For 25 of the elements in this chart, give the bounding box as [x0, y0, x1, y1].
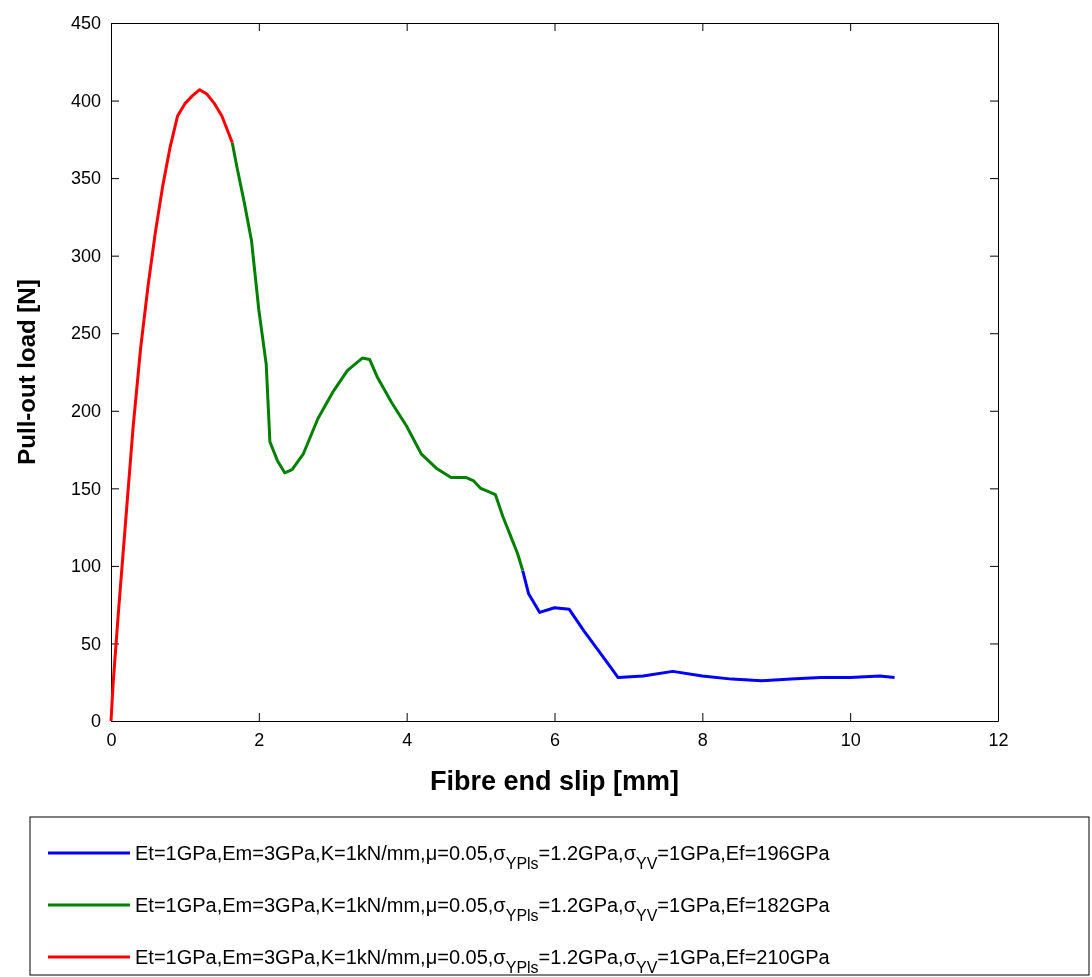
x-tick-label: 4 [402, 729, 413, 750]
legend-label: Et=1GPa,Em=3GPa,K=1kN/mm,μ=0.05,σ$_{YPls}$=1.2GPa,σ$_{YV}$=1GPa,Ef=196GPa [135, 842, 831, 872]
y-tick-label: 250 [70, 323, 101, 344]
x-axis-title: Fibre end slip [mm] [429, 766, 680, 796]
x-tick-label: 2 [254, 729, 265, 750]
line-series [521, 569, 897, 683]
x-tick-label: 0 [106, 729, 117, 750]
y-tick-label: 50 [80, 633, 101, 654]
y-tick-label: 400 [70, 90, 101, 111]
y-tick-label: 450 [70, 13, 101, 34]
y-tick-label: 150 [70, 478, 101, 499]
y-tick-label: 200 [70, 401, 101, 422]
line-series [230, 140, 525, 573]
x-tick-label: 12 [988, 729, 1009, 750]
x-tick-label: 8 [697, 729, 708, 750]
y-tick-label: 0 [90, 711, 101, 732]
legend-label: Et=1GPa,Em=3GPa,K=1kN/mm,μ=0.05,σ$_{YPls}$=1.2GPa,σ$_{YV}$=1GPa,Ef=182GPa [135, 894, 831, 924]
y-tick-label: 100 [70, 556, 101, 577]
line-series [109, 88, 234, 723]
x-tick-label: 6 [549, 729, 561, 750]
y-tick-label: 300 [70, 245, 101, 266]
y-tick-label: 350 [70, 168, 101, 189]
legend-label: Et=1GPa,Em=3GPa,K=1kN/mm,μ=0.05,σ$_{YPls}$=1.2GPa,σ$_{YV}$=1GPa,Ef=210GPa [135, 946, 831, 976]
x-tick-label: 10 [840, 729, 861, 750]
y-axis-title: Pull-out load [N] [13, 279, 40, 465]
